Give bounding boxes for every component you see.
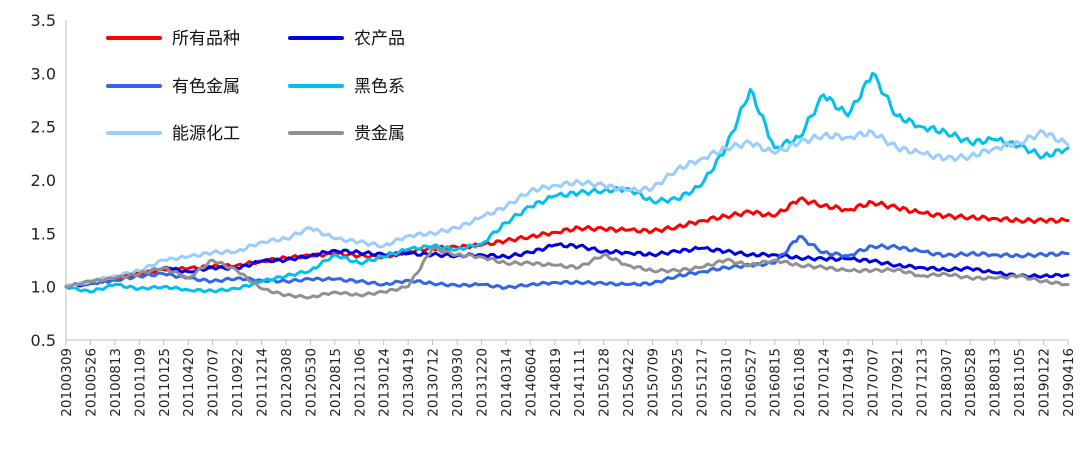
x-tick-label: 20121106 [352,348,368,417]
x-tick-label: 20111214 [255,348,271,417]
x-tick-label: 20120815 [328,348,344,417]
series-line-5 [64,245,1070,300]
x-tick-label: 20160527 [743,348,759,417]
x-tick-label: 20130419 [401,348,417,417]
x-tick-label: 20180528 [963,348,979,417]
y-tick-label: 1.0 [31,278,56,297]
series-line-3 [64,71,1070,294]
x-tick-label: 20160815 [768,348,784,417]
x-tick-label: 20180307 [939,348,955,417]
x-tick-label: 20170124 [817,348,833,417]
x-tick-label: 20101109 [132,348,148,417]
x-tick-label: 20140314 [499,348,515,417]
x-tick-label: 20140604 [523,348,539,417]
series-line-4 [64,128,1070,289]
x-tick-label: 20120308 [279,348,295,417]
series-line-2 [64,235,1070,290]
legend-label: 所有品种 [172,29,240,49]
x-tick-label: 20150422 [621,348,637,417]
x-tick-label: 20180813 [988,348,1004,417]
series-line-0 [64,196,1070,289]
legend-label: 农产品 [354,29,405,49]
legend-label: 贵金属 [354,124,405,144]
x-tick-label: 20110125 [157,348,173,417]
x-tick-label: 20190122 [1037,348,1053,417]
x-tick-label: 20120530 [303,348,319,417]
x-tick-label: 20150925 [670,348,686,417]
x-tick-label: 20130124 [377,348,393,417]
y-axis: 0.5 1.0 1.5 2.0 2.5 3.0 3.5 [31,11,67,350]
x-tick-label: 20130712 [426,348,442,417]
x-tick-label: 20110420 [181,348,197,417]
x-tick-label: 20170707 [865,348,881,417]
x-tick-label: 20161108 [792,348,808,417]
x-tick-label: 20100309 [59,348,75,417]
x-tick-label: 20181105 [1012,348,1028,417]
x-axis: 20100309 20100526 20100813 20101109 20110125… [59,339,1077,417]
y-tick-label: 2.0 [31,171,56,190]
x-tick-label: 20150709 [646,348,662,417]
x-tick-label: 20131220 [474,348,490,417]
x-tick-label: 20170921 [890,348,906,417]
x-tick-label: 20160310 [719,348,735,417]
series-lines [64,71,1070,300]
x-tick-label: 20110707 [206,348,222,417]
x-tick-label: 20141111 [572,348,588,417]
y-tick-label: 3.0 [31,64,56,83]
x-tick-label: 20171213 [914,348,930,417]
x-tick-label: 20170419 [841,348,857,417]
x-tick-label: 20100813 [108,348,124,417]
x-tick-label: 20150128 [597,348,613,417]
y-tick-label: 0.5 [31,331,56,350]
x-tick-label: 20151217 [694,348,710,417]
y-tick-label: 2.5 [31,118,56,137]
legend-label: 能源化工 [172,124,240,144]
x-tick-label: 20100526 [83,348,99,417]
x-tick-label: 20130930 [450,348,466,417]
x-tick-label: 20190416 [1061,348,1077,417]
y-tick-label: 1.5 [31,224,56,243]
legend-label: 黑色系 [354,77,405,97]
x-tick-label: 20110922 [230,348,246,417]
y-tick-label: 3.5 [31,11,56,30]
legend-label: 有色金属 [172,77,240,97]
x-tick-label: 20140819 [548,348,564,417]
